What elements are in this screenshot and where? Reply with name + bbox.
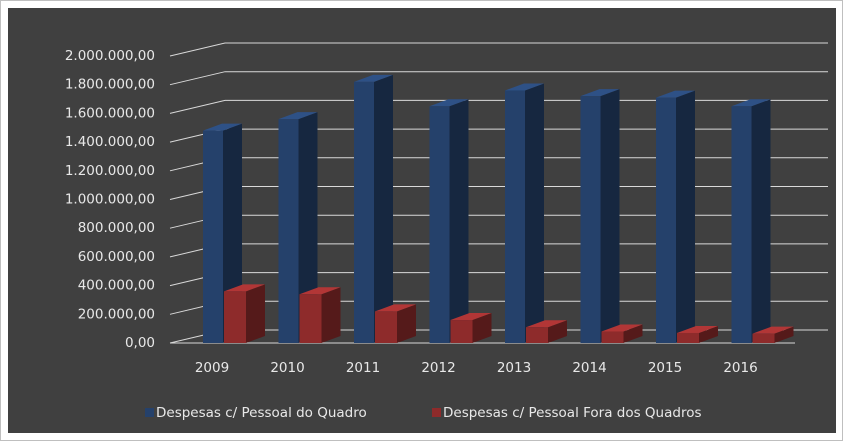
x-tick-label: 2012 [421, 360, 455, 376]
bar [429, 99, 469, 343]
x-tick-label: 2009 [195, 360, 229, 376]
bar [505, 83, 544, 343]
bar-front [731, 106, 752, 343]
x-tick-label: 2013 [497, 360, 531, 376]
bar-front [278, 119, 299, 343]
bar [677, 325, 718, 343]
bar-top [677, 325, 718, 333]
y-tick-label: 1.400.000,00 [65, 134, 155, 150]
bar-front [375, 311, 397, 343]
chart-area [8, 8, 836, 433]
bar-top [354, 74, 393, 82]
x-tick-label: 2010 [270, 360, 304, 376]
bar-side [623, 324, 643, 343]
grid-line [169, 99, 828, 114]
bar-side [449, 99, 469, 343]
bar [752, 326, 794, 343]
bar-top [526, 320, 567, 328]
bar-side [525, 83, 544, 343]
bar-top [278, 112, 318, 120]
bar-top [731, 99, 771, 107]
bar [299, 287, 341, 343]
bar-top [752, 326, 794, 334]
bar-front [299, 294, 322, 343]
bar-front [224, 291, 246, 343]
bar-top [203, 123, 242, 131]
grid-line [169, 42, 828, 57]
y-tick-label: 800.000,00 [78, 220, 155, 236]
y-tick-label: 0,00 [125, 335, 155, 351]
bar [656, 90, 695, 344]
bar-front [677, 332, 699, 343]
y-tick-label: 1.000.000,00 [65, 192, 155, 208]
bar-top [580, 89, 620, 97]
bar-top [429, 99, 469, 107]
bar-front [450, 320, 473, 343]
bar-side [472, 313, 492, 343]
bar-side [374, 74, 393, 343]
y-tick-label: 2.000.000,00 [65, 48, 155, 64]
bar-top [505, 83, 544, 91]
bar-side [774, 326, 794, 343]
bar [580, 89, 620, 344]
legend-swatch [145, 408, 154, 417]
bar-top [224, 284, 265, 292]
x-tick-label: 2014 [572, 360, 606, 376]
bar-side [397, 304, 416, 343]
bar-side [246, 284, 265, 343]
bar-top [375, 304, 416, 312]
legend-swatch [432, 408, 441, 417]
bar-side [699, 325, 718, 343]
bar-side [751, 99, 771, 343]
bar-side [298, 112, 318, 343]
bar-top [450, 313, 492, 321]
y-tick-label: 400.000,00 [78, 278, 155, 294]
bar [375, 304, 416, 343]
bar [450, 313, 492, 343]
bar-side [676, 90, 695, 344]
bar-front [580, 96, 601, 344]
grid-line [169, 71, 828, 86]
bar [354, 74, 393, 343]
bar-top [299, 287, 341, 295]
x-tick-label: 2011 [346, 360, 380, 376]
y-tick-label: 1.200.000,00 [65, 163, 155, 179]
bar-front [203, 130, 223, 343]
bar-front [601, 331, 624, 343]
x-tick-label: 2015 [648, 360, 682, 376]
bar-side [321, 287, 341, 343]
y-tick-label: 200.000,00 [78, 306, 155, 322]
bar [526, 320, 567, 343]
bar-front [752, 333, 775, 343]
bar [224, 284, 265, 343]
x-tick-label: 2016 [723, 360, 757, 376]
bar [601, 324, 643, 343]
bar-front [526, 327, 548, 343]
bar-front [656, 97, 676, 344]
bar-top [601, 324, 643, 332]
bar-side [548, 320, 567, 343]
bar [731, 99, 771, 343]
bar [278, 112, 318, 343]
bar-top [656, 90, 695, 98]
legend-label: Despesas c/ Pessoal Fora dos Quadros [443, 405, 702, 421]
y-tick-label: 1.600.000,00 [65, 105, 155, 121]
bar-front [505, 90, 525, 343]
y-tick-label: 1.800.000,00 [65, 77, 155, 93]
bar-front [429, 106, 450, 343]
legend-label: Despesas c/ Pessoal do Quadro [156, 405, 367, 421]
bar-side [600, 89, 620, 344]
bar-front [354, 81, 374, 343]
y-tick-label: 600.000,00 [78, 249, 155, 265]
